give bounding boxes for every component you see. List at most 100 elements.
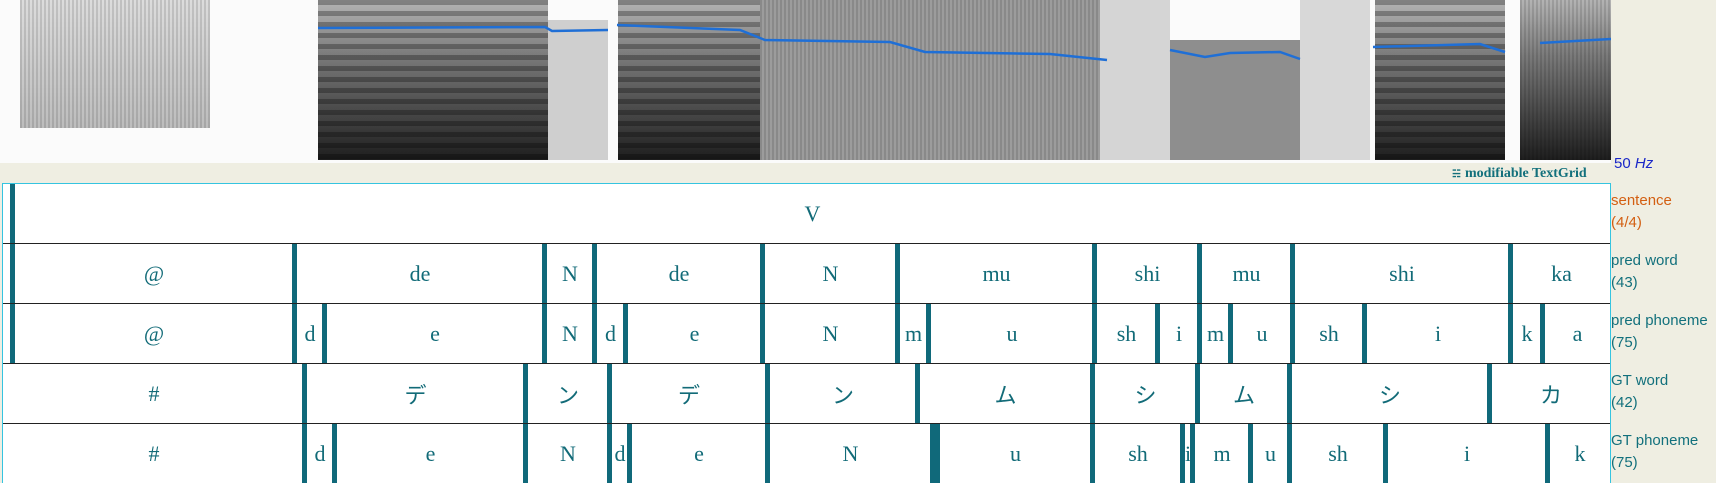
tier-label[interactable]: GT word (42) xyxy=(1611,370,1668,414)
interval[interactable]: N xyxy=(562,320,578,346)
interval-boundary[interactable] xyxy=(1290,304,1295,363)
interval[interactable]: ka xyxy=(1551,260,1572,286)
interval[interactable]: u xyxy=(1256,320,1268,346)
interval-boundary[interactable] xyxy=(1092,244,1097,303)
interval-boundary[interactable] xyxy=(1290,244,1295,303)
interval[interactable]: m xyxy=(904,320,923,346)
interval-boundary[interactable] xyxy=(302,364,307,423)
interval[interactable]: ン xyxy=(831,382,854,408)
interval-boundary[interactable] xyxy=(1362,304,1367,363)
tier-GT-word[interactable]: # デ ン デ ン ム シ ム シ カ xyxy=(3,364,1610,424)
interval-boundary[interactable] xyxy=(292,304,297,363)
interval-boundary[interactable] xyxy=(1287,364,1292,423)
interval-boundary[interactable] xyxy=(1508,304,1513,363)
interval-boundary[interactable] xyxy=(1197,304,1202,363)
interval[interactable]: e xyxy=(694,440,704,466)
tier-label[interactable]: pred phoneme (75) xyxy=(1611,310,1708,354)
interval[interactable]: k xyxy=(1574,440,1586,466)
interval[interactable]: i xyxy=(1175,320,1183,346)
interval-boundary[interactable] xyxy=(592,244,597,303)
interval[interactable]: d xyxy=(304,320,316,346)
interval[interactable]: k xyxy=(1521,320,1533,346)
interval-boundary[interactable] xyxy=(1248,424,1253,483)
interval[interactable]: i xyxy=(1184,440,1192,466)
interval-boundary[interactable] xyxy=(292,244,297,303)
interval-boundary[interactable] xyxy=(627,424,632,483)
interval-boundary[interactable] xyxy=(607,364,612,423)
interval[interactable]: i xyxy=(1463,440,1471,466)
interval-boundary[interactable] xyxy=(1155,304,1160,363)
interval-boundary[interactable] xyxy=(1487,364,1492,423)
interval-boundary[interactable] xyxy=(930,424,935,483)
interval[interactable]: デ xyxy=(404,382,427,408)
interval[interactable]: N xyxy=(822,260,839,286)
interval-boundary[interactable] xyxy=(895,244,900,303)
interval[interactable]: sh xyxy=(1319,320,1339,346)
interval-boundary[interactable] xyxy=(1092,304,1097,363)
tier-label[interactable]: pred word (43) xyxy=(1611,250,1678,294)
interval-boundary[interactable] xyxy=(592,304,597,363)
tier-label[interactable]: sentence (4/4) xyxy=(1611,190,1672,234)
interval-boundary[interactable] xyxy=(542,244,547,303)
interval[interactable]: シ xyxy=(1134,382,1157,408)
interval[interactable]: sh xyxy=(1328,440,1348,466)
interval-boundary[interactable] xyxy=(765,364,770,423)
interval[interactable]: u xyxy=(1006,320,1018,346)
interval[interactable]: d xyxy=(314,440,326,466)
interval-boundary[interactable] xyxy=(542,304,547,363)
interval-boundary[interactable] xyxy=(1090,364,1095,423)
interval[interactable]: N xyxy=(560,440,576,466)
interval[interactable]: d xyxy=(605,320,616,346)
interval-boundary[interactable] xyxy=(760,244,765,303)
interval[interactable]: N xyxy=(562,260,578,286)
interval-boundary[interactable] xyxy=(926,304,931,363)
interval[interactable]: ム xyxy=(1232,382,1255,408)
interval[interactable]: m xyxy=(1213,440,1231,466)
interval[interactable]: # xyxy=(148,440,160,466)
interval[interactable]: sh xyxy=(1116,320,1137,346)
interval-boundary[interactable] xyxy=(332,424,337,483)
interval-boundary[interactable] xyxy=(10,244,15,303)
interval-boundary[interactable] xyxy=(1228,304,1233,363)
interval-boundary[interactable] xyxy=(1540,304,1545,363)
interval-boundary[interactable] xyxy=(1090,424,1095,483)
tier-sentence[interactable]: V xyxy=(3,184,1610,244)
interval-boundary[interactable] xyxy=(607,424,612,483)
interval-boundary[interactable] xyxy=(1197,244,1202,303)
interval-boundary[interactable] xyxy=(1195,364,1200,423)
interval-boundary[interactable] xyxy=(765,424,770,483)
interval-boundary[interactable] xyxy=(1287,424,1292,483)
interval-boundary[interactable] xyxy=(10,184,15,243)
interval[interactable]: m xyxy=(1206,320,1225,346)
interval[interactable]: N xyxy=(842,440,859,466)
interval[interactable]: デ xyxy=(677,382,700,408)
interval-boundary[interactable] xyxy=(1190,424,1195,483)
interval-boundary[interactable] xyxy=(915,364,920,423)
interval-boundary[interactable] xyxy=(935,424,940,483)
interval[interactable]: N xyxy=(822,320,839,346)
tier-label[interactable]: GT phoneme (75) xyxy=(1611,430,1698,474)
interval-boundary[interactable] xyxy=(623,304,628,363)
interval[interactable]: shi xyxy=(1134,260,1161,286)
interval[interactable]: @ xyxy=(143,260,165,286)
interval-boundary[interactable] xyxy=(760,304,765,363)
interval[interactable]: sh xyxy=(1128,440,1148,466)
interval[interactable]: mu xyxy=(982,260,1011,286)
interval-boundary[interactable] xyxy=(1383,424,1388,483)
interval[interactable]: mu xyxy=(1232,260,1261,286)
interval[interactable]: a xyxy=(1572,320,1583,346)
interval[interactable]: ム xyxy=(994,382,1017,408)
interval-boundary[interactable] xyxy=(302,424,307,483)
interval-boundary[interactable] xyxy=(322,304,327,363)
interval-boundary[interactable] xyxy=(895,304,900,363)
interval[interactable]: e xyxy=(425,440,436,466)
interval[interactable]: de xyxy=(668,260,690,286)
interval[interactable]: # xyxy=(148,380,160,406)
interval-boundary[interactable] xyxy=(523,424,528,483)
interval[interactable]: u xyxy=(1010,440,1021,466)
interval[interactable]: e xyxy=(689,320,700,346)
interval[interactable]: d xyxy=(614,440,626,466)
